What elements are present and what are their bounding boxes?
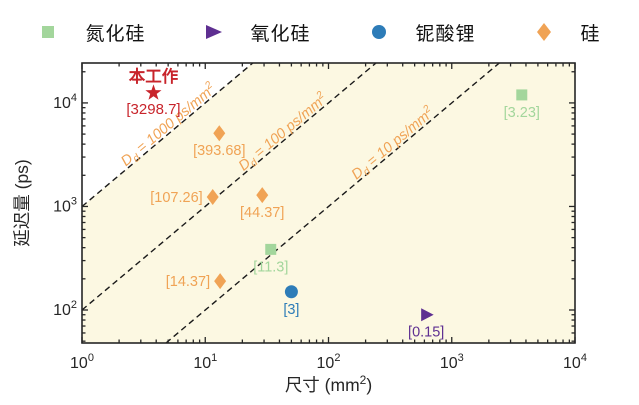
highlight-label: [3298.7]	[126, 101, 180, 118]
data-point-氧化硅: [0.15]	[408, 308, 444, 341]
x-tick-label: 104	[563, 352, 587, 372]
axis-box	[81, 62, 576, 344]
data-point-硅: [44.37]	[240, 187, 284, 221]
highlight-this-work: 本工作 [3298.7]	[126, 66, 180, 118]
legend-label: 硅	[580, 23, 601, 45]
data-point-氮化硅: [11.3]	[253, 243, 288, 275]
square-marker-icon	[42, 26, 55, 38]
x-tick-label: 101	[193, 352, 217, 372]
data-point-label: [393.68]	[193, 143, 245, 159]
data-point-硅: [107.26]	[150, 189, 219, 206]
legend-label: 铌酸锂	[415, 23, 476, 45]
diamond-marker-icon	[536, 23, 551, 41]
circle-marker-icon	[371, 25, 386, 39]
x-tick-label: 100	[70, 352, 94, 372]
legend-item-2: 氧化硅	[203, 19, 310, 46]
data-point-label: [14.37]	[166, 274, 210, 290]
data-point-硅: [14.37]	[166, 273, 227, 290]
legend-item-3: 铌酸锂	[369, 19, 476, 46]
data-point-label: [107.26]	[150, 190, 202, 206]
data-point-铌酸锂: [3]	[283, 285, 299, 318]
guide-line-dd-1000	[81, 62, 254, 208]
x-axis-label: 尺寸 (mm2)	[285, 373, 372, 395]
data-point-硅: [393.68]	[193, 125, 246, 159]
data-point-label: [3.23]	[504, 105, 540, 121]
x-tick-label: 102	[317, 352, 341, 372]
legend-label: 氧化硅	[250, 23, 311, 45]
star-icon	[145, 84, 162, 100]
data-point-label: [44.37]	[240, 205, 284, 221]
data-point-label: [3]	[283, 302, 299, 318]
y-tick-label: 102	[53, 299, 77, 319]
highlight-title: 本工作	[129, 66, 179, 86]
y-axis-label: 延迟量 (ps)	[12, 159, 32, 247]
legend: 氮化硅 氧化硅 铌酸锂 硅	[0, 14, 639, 50]
y-tick-label: 104	[53, 92, 77, 112]
x-tick-label: 103	[440, 352, 464, 372]
legend-label: 氮化硅	[85, 23, 146, 45]
data-point-label: [0.15]	[408, 325, 444, 341]
data-point-label: [11.3]	[253, 259, 288, 275]
legend-item-4: 硅	[534, 19, 601, 46]
guide-line-dd-100	[81, 62, 377, 311]
triangle-right-marker-icon	[206, 25, 223, 39]
data-point-氮化硅: [3.23]	[504, 89, 540, 121]
y-tick-label: 103	[53, 196, 77, 216]
guide-line-dd-10	[165, 62, 500, 344]
legend-item-1: 氮化硅	[38, 19, 145, 46]
